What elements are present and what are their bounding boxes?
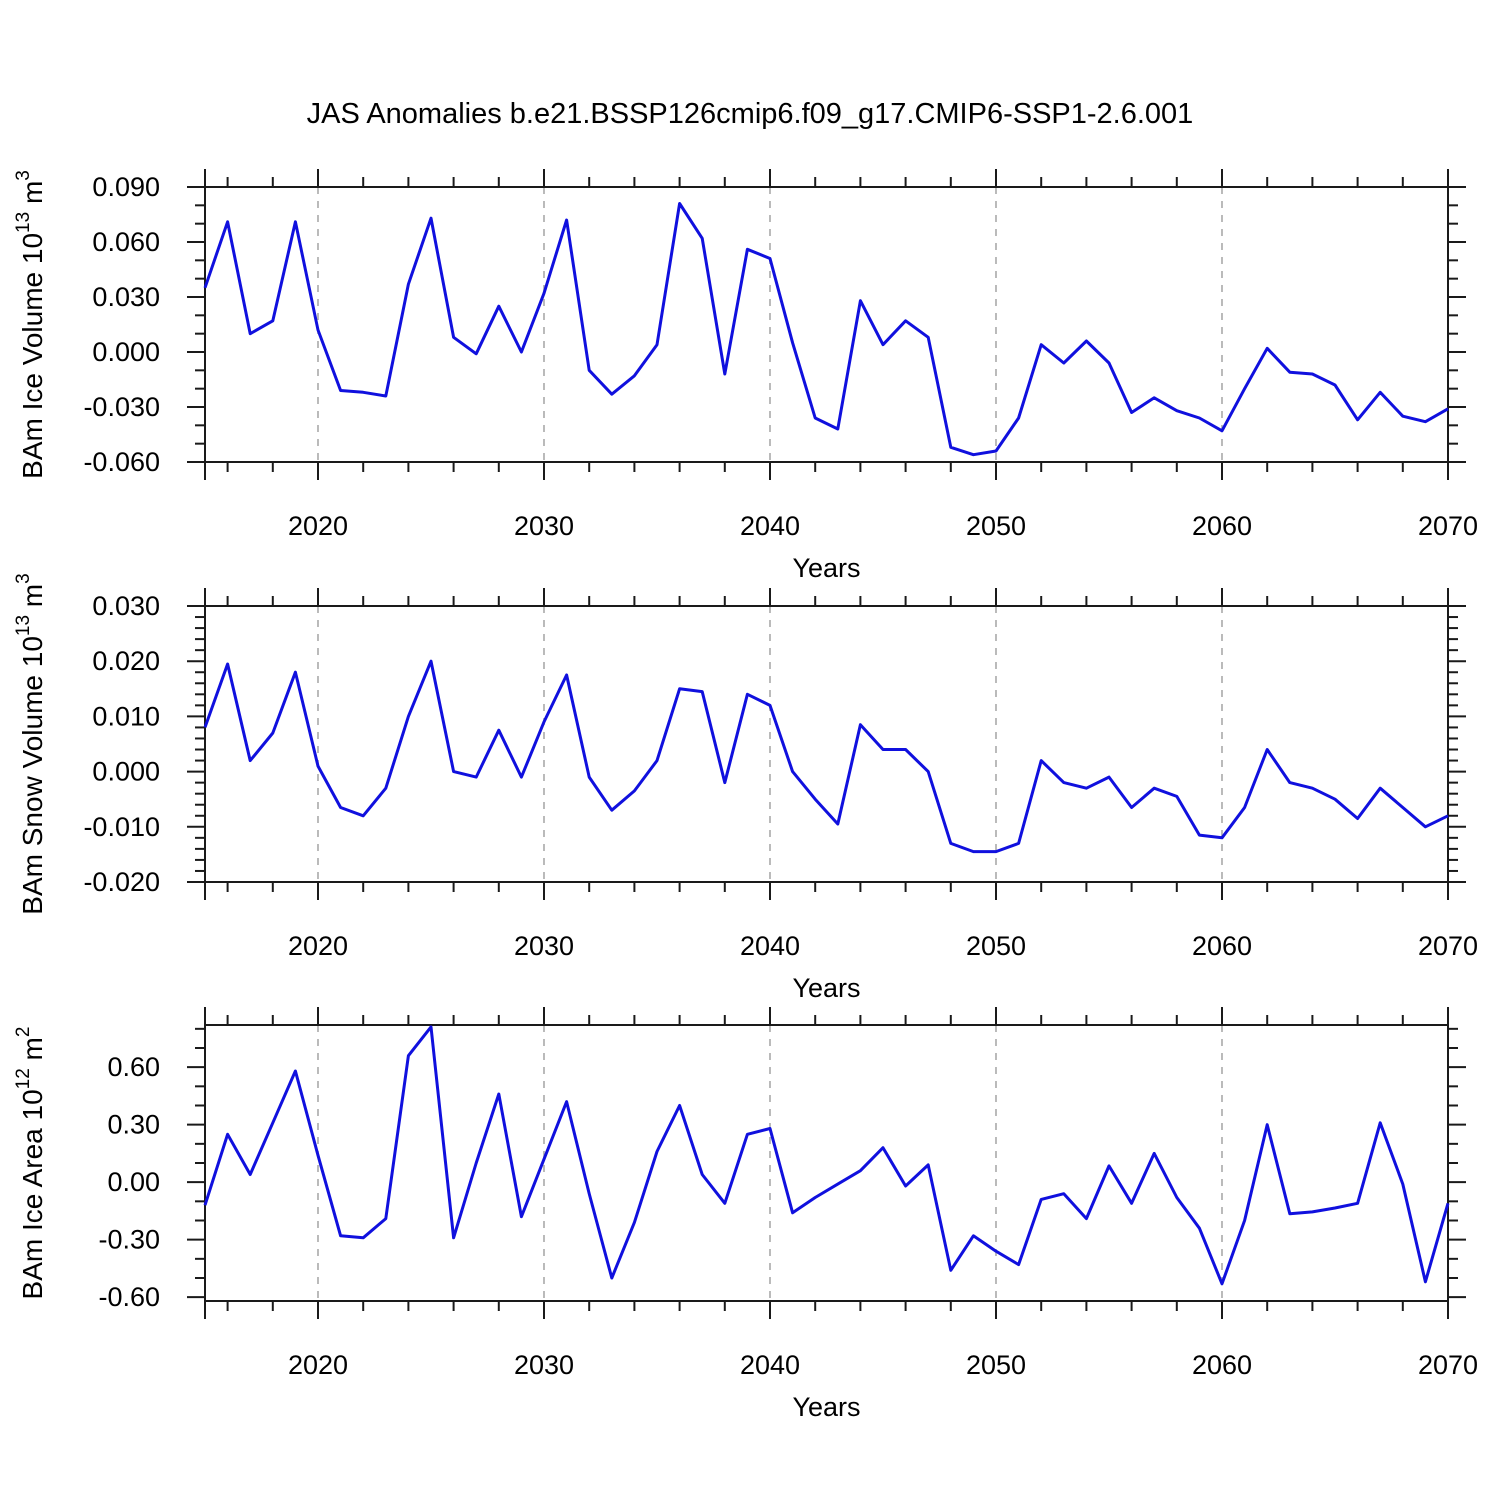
x-tick-label: 2070: [1418, 931, 1478, 961]
y-tick-label: 0.030: [92, 282, 160, 312]
bam-snow-volume-line: [203, 659, 1449, 854]
y-tick-label: 0.30: [107, 1110, 160, 1140]
panel-bam-ice-area: 0.60 0.30 0.00 -0.30 -0.60 2020 2030 2040 2050 20…: [13, 1007, 1478, 1422]
x-tick-label: 2030: [514, 931, 574, 961]
x-axis-title: Years: [792, 973, 860, 1003]
x-tick-label: 2040: [740, 1350, 800, 1380]
x-tick-label: 2070: [1418, 1350, 1478, 1380]
x-tick-label: 2060: [1192, 931, 1252, 961]
x-tick-label: 2030: [514, 1350, 574, 1380]
x-tick-label: 2020: [288, 511, 348, 541]
y-tick-label: -0.030: [83, 392, 160, 422]
panel-frame: [204, 186, 1449, 463]
y-tick-label: 0.00: [107, 1167, 160, 1197]
y-tick-label: -0.30: [98, 1225, 160, 1255]
panel-frame: [204, 605, 1449, 883]
x-tick-label: 2050: [966, 931, 1026, 961]
x-axis-title: Years: [792, 553, 860, 583]
bam-ice-area-line: [203, 1025, 1450, 1286]
x-tick-label: 2060: [1192, 511, 1252, 541]
x-tick-label: 2020: [288, 931, 348, 961]
y-tick-label: 0.010: [92, 701, 160, 731]
bam-ice-volume-ylabel: BAm Ice Volume 1013 m3: [13, 170, 48, 479]
y-tick-label: 0.020: [92, 646, 160, 676]
x-tick-label: 2070: [1418, 511, 1478, 541]
x-tick-label: 2050: [966, 1350, 1026, 1380]
y-tick-label: -0.010: [83, 812, 160, 842]
y-tick-label: 0.000: [92, 337, 160, 367]
x-tick-label: 2040: [740, 931, 800, 961]
bam-ice-area-ylabel: BAm Ice Area 1012 m2: [13, 1027, 48, 1300]
panel-bam-snow-volume: 0.030 0.020 0.010 0.000 -0.010 -0.020 2020 2030…: [13, 573, 1478, 1003]
y-tick-label: 0.000: [92, 757, 160, 787]
bam-snow-volume-ylabel: BAm Snow Volume 1013 m3: [13, 573, 48, 914]
bam-ice-volume-line: [203, 202, 1449, 457]
y-tick-label: -0.060: [83, 447, 160, 477]
y-tick-label: 0.030: [92, 591, 160, 621]
panel-frame: [204, 1024, 1449, 1302]
x-tick-label: 2060: [1192, 1350, 1252, 1380]
panel-bam-ice-volume: 0.090 0.060 0.030 0.000 -0.030 -0.060 2020 2030…: [13, 169, 1478, 583]
x-tick-label: 2020: [288, 1350, 348, 1380]
x-tick-label: 2040: [740, 511, 800, 541]
y-tick-label: -0.60: [98, 1282, 160, 1312]
chart-title: JAS Anomalies b.e21.BSSP126cmip6.f09_g17…: [306, 98, 1194, 130]
x-tick-label: 2050: [966, 511, 1026, 541]
y-tick-label: -0.020: [83, 867, 160, 897]
y-tick-label: 0.090: [92, 172, 160, 202]
x-axis-title: Years: [792, 1392, 860, 1422]
y-tick-label: 0.60: [107, 1052, 160, 1082]
y-tick-label: 0.060: [92, 227, 160, 257]
x-tick-label: 2030: [514, 511, 574, 541]
